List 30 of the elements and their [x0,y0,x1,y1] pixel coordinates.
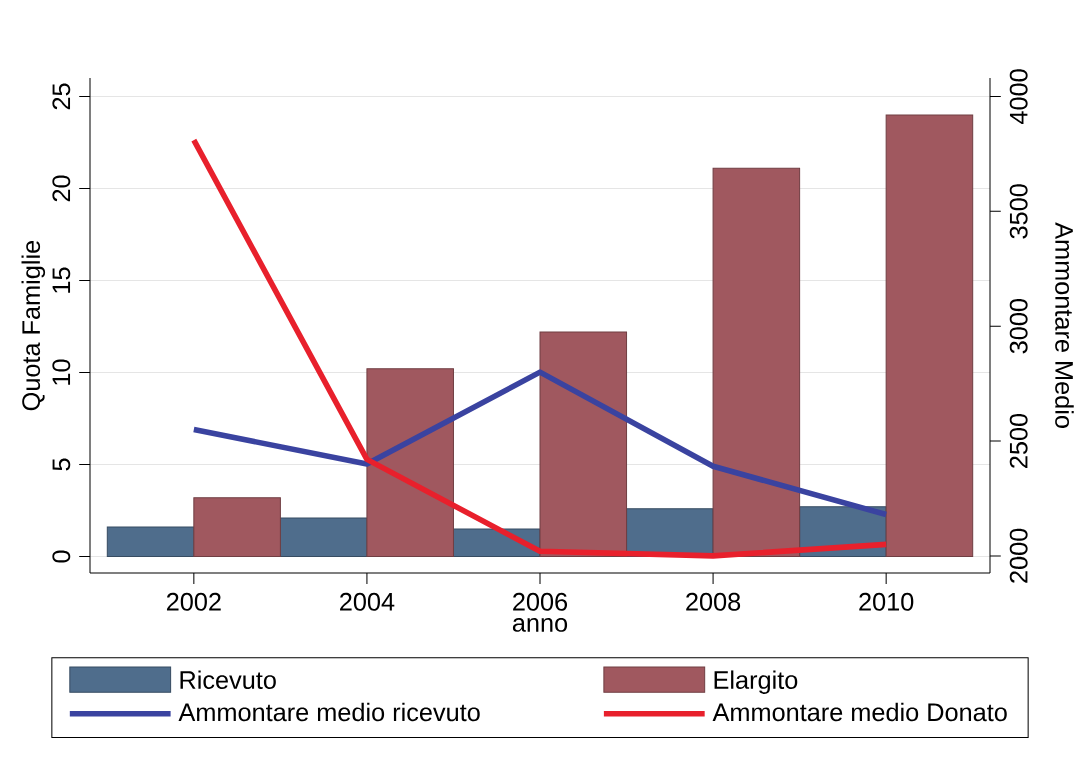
bar [712,167,801,558]
bar [106,526,195,558]
bar [366,368,454,558]
legend-label: Ammontare medio ricevuto [178,702,480,722]
x-tick-label: 2008 [686,592,741,611]
bar [539,331,628,558]
y2-tick-label: 3000 [1009,298,1028,354]
y2-axis-title: Ammontare Medio [1055,222,1074,428]
y-tick-label: 15 [52,267,71,293]
bar [193,497,281,558]
y-tick-label: 10 [52,359,71,385]
legend-label: Ricevuto [180,670,276,689]
y-axis-title: Quota Famiglie [21,240,46,411]
x-tick-label: 2004 [340,592,395,611]
bar [279,517,368,558]
legend-label: Elargito [714,670,798,694]
y-tick-label: 0 [52,550,71,563]
y-tick-label: 20 [52,175,71,202]
y2-tick-label: 2500 [1009,413,1028,468]
y2-tick-label: 3500 [1009,184,1028,239]
bar [885,114,974,558]
x-tick-label: 2002 [166,592,221,611]
y2-tick-label: 4000 [1009,69,1028,124]
x-tick-label: 2010 [859,592,914,611]
x-axis-title: anno [512,617,568,632]
legend-label: Ammontare medio Donato [712,702,1007,722]
y-tick-label: 25 [52,83,71,110]
y-tick-label: 5 [52,458,71,471]
x-tick-label: 2006 [513,592,568,611]
y2-tick-label: 2000 [1009,528,1028,583]
